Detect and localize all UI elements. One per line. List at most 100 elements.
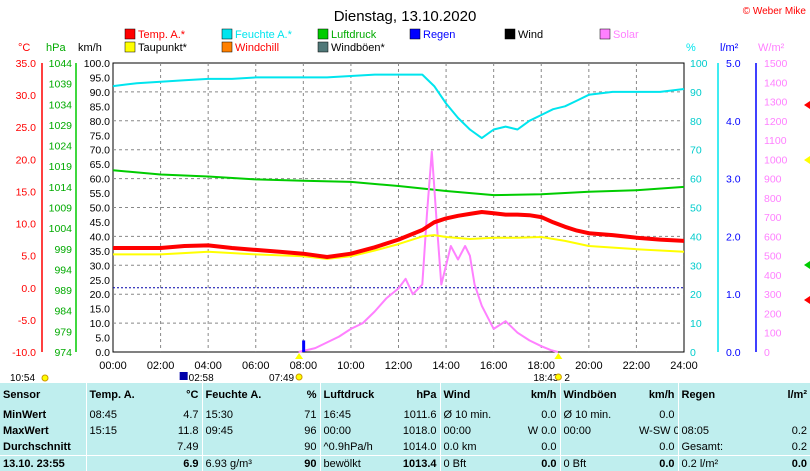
- stats-cell: 90: [304, 441, 317, 453]
- legend-label: Windchill: [235, 42, 279, 54]
- legend-label: Luftdruck: [331, 29, 377, 41]
- x-tick-label: 04:00: [194, 360, 222, 372]
- hum-tick-label: 60: [690, 174, 702, 186]
- legend-label: Windböen*: [331, 42, 386, 54]
- stats-cell: 1018.0: [402, 425, 437, 437]
- sunset-axis-marker: [554, 353, 563, 359]
- wind-tick-label: 20.0: [90, 289, 111, 301]
- x-tick-label: 14:00: [432, 360, 460, 372]
- press-tick-label: 1014: [49, 182, 73, 194]
- rain-tick-label: 3.0: [726, 174, 741, 186]
- stats-row-label: 13.10. 23:55: [0, 455, 86, 471]
- stats-cell: 0 Bft: [439, 455, 508, 471]
- temp-tick-label: -10.0: [12, 347, 36, 359]
- moonrise-label: 02:58: [189, 373, 214, 383]
- stats-cell: 08:45: [85, 407, 148, 423]
- temp-tick-label: 5.0: [21, 251, 36, 263]
- legend-swatch: [221, 28, 233, 40]
- stats-row-min: MinWert 08:45 4.7 15:30 71 16:45 1011.6 …: [0, 407, 810, 423]
- legend-label: Wind: [518, 29, 543, 41]
- stats-header-cell: l/m²: [787, 389, 807, 401]
- solar-tick-label: 400: [764, 270, 782, 282]
- solar-tick-label: 1200: [764, 116, 788, 128]
- temp-tick-label: 20.0: [16, 154, 37, 166]
- stats-cell: 0.0: [541, 409, 557, 421]
- hum-tick-label: 20: [690, 289, 702, 301]
- temp-tick-label: 10.0: [16, 219, 37, 231]
- wind-tick-label: 10.0: [90, 318, 111, 330]
- stats-header-cell: km/h: [530, 389, 557, 401]
- sunrise-marker: [295, 373, 303, 381]
- stats-header-row: Sensor Temp. A. °C Feuchte A. % Luftdruc…: [0, 383, 810, 407]
- sunset-marker: [554, 373, 562, 381]
- moon-time-label: 10:54: [10, 373, 35, 383]
- stats-cell: Gesamt:: [677, 439, 748, 456]
- stats-cell: 0 Bft: [559, 455, 636, 471]
- wind-tick-label: 50.0: [90, 203, 111, 215]
- stats-cell: 71: [304, 409, 317, 421]
- hum-tick-label: 10: [690, 318, 702, 330]
- press-tick-label: 994: [54, 264, 72, 276]
- unit-hum: %: [686, 42, 696, 54]
- stats-cell: Ø 10 min.: [439, 407, 508, 423]
- unit-wind: km/h: [78, 42, 102, 54]
- legend-swatch: [124, 41, 136, 53]
- press-tick-label: 974: [54, 347, 72, 359]
- stats-row-max: MaxWert 15:15 11.8 09:45 96 00:00 1018.0…: [0, 423, 810, 439]
- hum-tick-label: 0: [690, 347, 696, 359]
- edge-marker: [804, 156, 810, 164]
- edge-marker: [804, 296, 810, 304]
- wind-tick-label: 5.0: [95, 333, 110, 345]
- wind-tick-label: 30.0: [90, 260, 111, 272]
- stats-header-cell: hPa: [416, 389, 437, 401]
- moon-marker: [41, 374, 49, 382]
- stats-cell: 0.2: [791, 425, 807, 437]
- legend-swatch: [409, 28, 421, 40]
- solar-tick-label: 1100: [764, 135, 787, 147]
- edge-marker: [804, 101, 810, 109]
- temp-tick-label: -5.0: [18, 315, 36, 327]
- press-tick-label: 1039: [49, 79, 73, 91]
- wind-tick-label: 85.0: [90, 101, 111, 113]
- wind-tick-label: 70.0: [90, 145, 111, 157]
- press-tick-label: 979: [54, 326, 72, 338]
- stats-header-cell: Windböen: [559, 383, 636, 407]
- stats-header-cell: Wind: [439, 383, 508, 407]
- solar-tick-label: 1500: [764, 58, 788, 70]
- stats-cell: 1014.0: [402, 441, 437, 453]
- stats-header-cell: Luftdruck: [319, 383, 386, 407]
- hum-tick-label: 40: [690, 231, 702, 243]
- sunrise-label: 07:49: [269, 373, 294, 383]
- solar-tick-label: 1300: [764, 97, 788, 109]
- stats-panel: Sensor Temp. A. °C Feuchte A. % Luftdruc…: [0, 383, 810, 471]
- copyright-text: © Weber Mike: [743, 6, 807, 17]
- stats-cell: 7.49: [177, 441, 199, 453]
- x-tick-label: 00:00: [99, 360, 127, 372]
- series-line-tempa: [113, 210, 685, 259]
- series-line-taupunkt: [113, 234, 685, 260]
- stats-cell: 15:30: [201, 407, 270, 423]
- rain-bar: [302, 340, 306, 352]
- legend-swatch: [317, 28, 329, 40]
- stats-cell: 6.9: [148, 455, 202, 471]
- rain-tick-label: 1.0: [726, 289, 741, 301]
- stats-cell: 00:00: [439, 423, 508, 439]
- solar-tick-label: 100: [764, 328, 782, 340]
- stats-cell: 0.0: [659, 441, 675, 453]
- wind-tick-label: 65.0: [90, 159, 111, 171]
- legend-label: Temp. A.*: [138, 29, 186, 41]
- temp-tick-label: 25.0: [16, 122, 37, 134]
- wind-tick-label: 15.0: [90, 304, 111, 316]
- sunrise-axis-marker: [295, 353, 304, 359]
- stats-row-label: MinWert: [3, 409, 47, 421]
- press-tick-label: 1034: [49, 99, 73, 111]
- x-tick-label: 24:00: [670, 360, 698, 372]
- wind-tick-label: 25.0: [90, 275, 111, 287]
- solar-tick-label: 1400: [764, 77, 788, 89]
- solar-tick-label: 900: [764, 174, 782, 186]
- stats-cell: 1011.6: [403, 409, 437, 421]
- hum-tick-label: 70: [690, 145, 702, 157]
- stats-cell: 11.8: [177, 425, 199, 437]
- wind-tick-label: 0.0: [95, 347, 110, 359]
